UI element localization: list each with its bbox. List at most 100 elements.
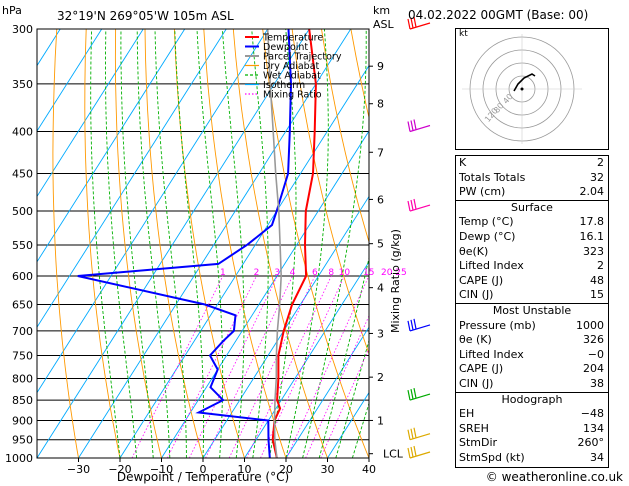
row-label: Lifted Index	[459, 259, 524, 273]
barb-shaft	[409, 204, 431, 212]
km-tick-label: 1	[377, 414, 384, 427]
barb-feather	[407, 429, 411, 440]
hodograph-frame: kt	[455, 28, 609, 150]
legend-item: Mixing Ratio	[263, 90, 322, 101]
row-label: θe(K)	[459, 244, 489, 258]
barb-feather	[410, 199, 414, 211]
pressure-tick-label: 400	[12, 126, 33, 139]
wind-barb-icon	[407, 427, 431, 441]
x-tick-label: 40	[362, 463, 376, 476]
x-axis-label: Dewpoint / Temperature (°C)	[117, 470, 289, 484]
row-label: Lifted Index	[459, 347, 524, 361]
barb-feather	[413, 318, 417, 330]
mixing-ratio-label: 25	[395, 268, 406, 278]
barb-feather	[410, 120, 414, 131]
isotherm-line	[37, 29, 186, 263]
copyright: © weatheronline.co.uk	[486, 470, 623, 484]
isotherm-line	[161, 130, 369, 458]
pressure-tick-label: 450	[12, 167, 33, 180]
wind-barb-icon	[407, 119, 431, 133]
row-value: 15	[590, 288, 604, 302]
pressure-tick-label: 300	[12, 23, 33, 36]
dewpoint-line	[77, 29, 293, 458]
mixing-ratio-line	[205, 275, 293, 458]
isotherm-line	[37, 29, 269, 394]
barb-feather	[407, 447, 411, 459]
row-value: 32	[590, 170, 604, 184]
pressure-tick-label: 500	[12, 205, 33, 218]
row-value: 323	[583, 244, 604, 258]
hodograph-table-header: Hodograph	[456, 391, 608, 408]
dry-adiabat-line	[291, 29, 369, 356]
pressure-tick-label: 1000	[5, 452, 33, 465]
table-row: CAPE (J) 48	[456, 274, 608, 289]
mixing-ratio-label: 4	[290, 268, 296, 278]
legend-item: Dewpoint	[263, 42, 308, 53]
km-tick-label: 6	[377, 193, 384, 206]
barb-feather	[407, 121, 411, 132]
wind-barb-icon	[407, 198, 431, 212]
mixing-ratio-label: 1	[220, 268, 226, 278]
row-value: 260°	[577, 436, 605, 450]
asl-label: ASL	[373, 18, 395, 31]
table-row: StmSpd (kt) 34	[456, 451, 608, 466]
legend-item: Dry Adiabat	[263, 61, 320, 72]
km-tick-label: 3	[377, 327, 384, 340]
barb-feather	[413, 119, 417, 130]
mixing-ratio-labels: 1 2 3 4 6 8 10 15 20 25	[220, 268, 407, 278]
row-value: 204	[583, 362, 604, 376]
row-label: SREH	[459, 421, 489, 435]
mixing-ratio-line	[189, 275, 278, 458]
wet-adiabat-line	[120, 29, 154, 458]
table-row: PW (cm) 2.04	[456, 185, 608, 200]
row-label: θe (K)	[459, 333, 492, 347]
mixing-ratio-label: 8	[328, 268, 334, 278]
x-tick-label: 0	[200, 463, 207, 476]
barb-feather	[410, 388, 414, 400]
most-unstable-header: Most Unstable	[456, 302, 608, 319]
mixing-ratio-axis-label: Mixing Ratio (g/kg)	[389, 229, 402, 333]
wind-barb-icon	[407, 318, 431, 332]
km-tick-label: 7	[377, 146, 384, 159]
km-label: km	[373, 4, 390, 17]
isotherm-line	[119, 64, 369, 458]
mixing-ratio-line	[320, 347, 369, 458]
temperature-line	[271, 29, 317, 458]
dry-adiabat-line	[114, 29, 162, 458]
dry-adiabat-line	[262, 29, 369, 458]
barb-feather	[407, 320, 411, 332]
pressure-tick-label: 350	[12, 78, 33, 91]
mixing-ratio-line	[286, 275, 369, 458]
dry-adiabat-line	[203, 29, 287, 458]
barb-feather	[413, 445, 417, 457]
km-tick-label: 9	[377, 60, 384, 73]
axes: 3003504004505005506006507007508008509009…	[5, 23, 376, 476]
km-tick-label: 5	[377, 238, 384, 251]
most-unstable-rows: Pressure (mb) 1000 θe (K) 326 Lifted Index −0…	[456, 319, 608, 392]
mixing-ratio-label: 15	[363, 268, 374, 278]
row-value: 2	[597, 156, 604, 169]
hodograph-trace	[513, 73, 536, 92]
wind-barbs	[407, 16, 431, 459]
km-axis: 9 8 7 6 5 4 3 2 1 LCL	[369, 60, 404, 461]
row-label: K	[459, 156, 467, 169]
row-label: Totals Totals	[459, 170, 526, 184]
pressure-tick-label: 650	[12, 299, 33, 312]
row-label: PW (cm)	[459, 185, 506, 199]
wet-adiabat-line	[174, 29, 205, 458]
pressure-tick-label: 850	[12, 394, 33, 407]
dry-adiabat-line	[52, 29, 79, 458]
row-value: 2	[597, 259, 604, 273]
x-tick-label: −20	[108, 463, 131, 476]
barb-shaft	[409, 124, 431, 133]
km-tick-label: LCL	[383, 448, 404, 461]
row-value: 326	[583, 333, 604, 347]
pressure-tick-label: 750	[12, 349, 33, 362]
pressure-tick-label: 700	[12, 325, 33, 338]
row-value: −0	[587, 347, 604, 361]
mixing-ratio-line	[131, 275, 224, 458]
wind-barb-icon	[407, 16, 431, 30]
table-row: θe(K) 323	[456, 245, 608, 260]
wet-adiabat-line	[302, 29, 367, 458]
